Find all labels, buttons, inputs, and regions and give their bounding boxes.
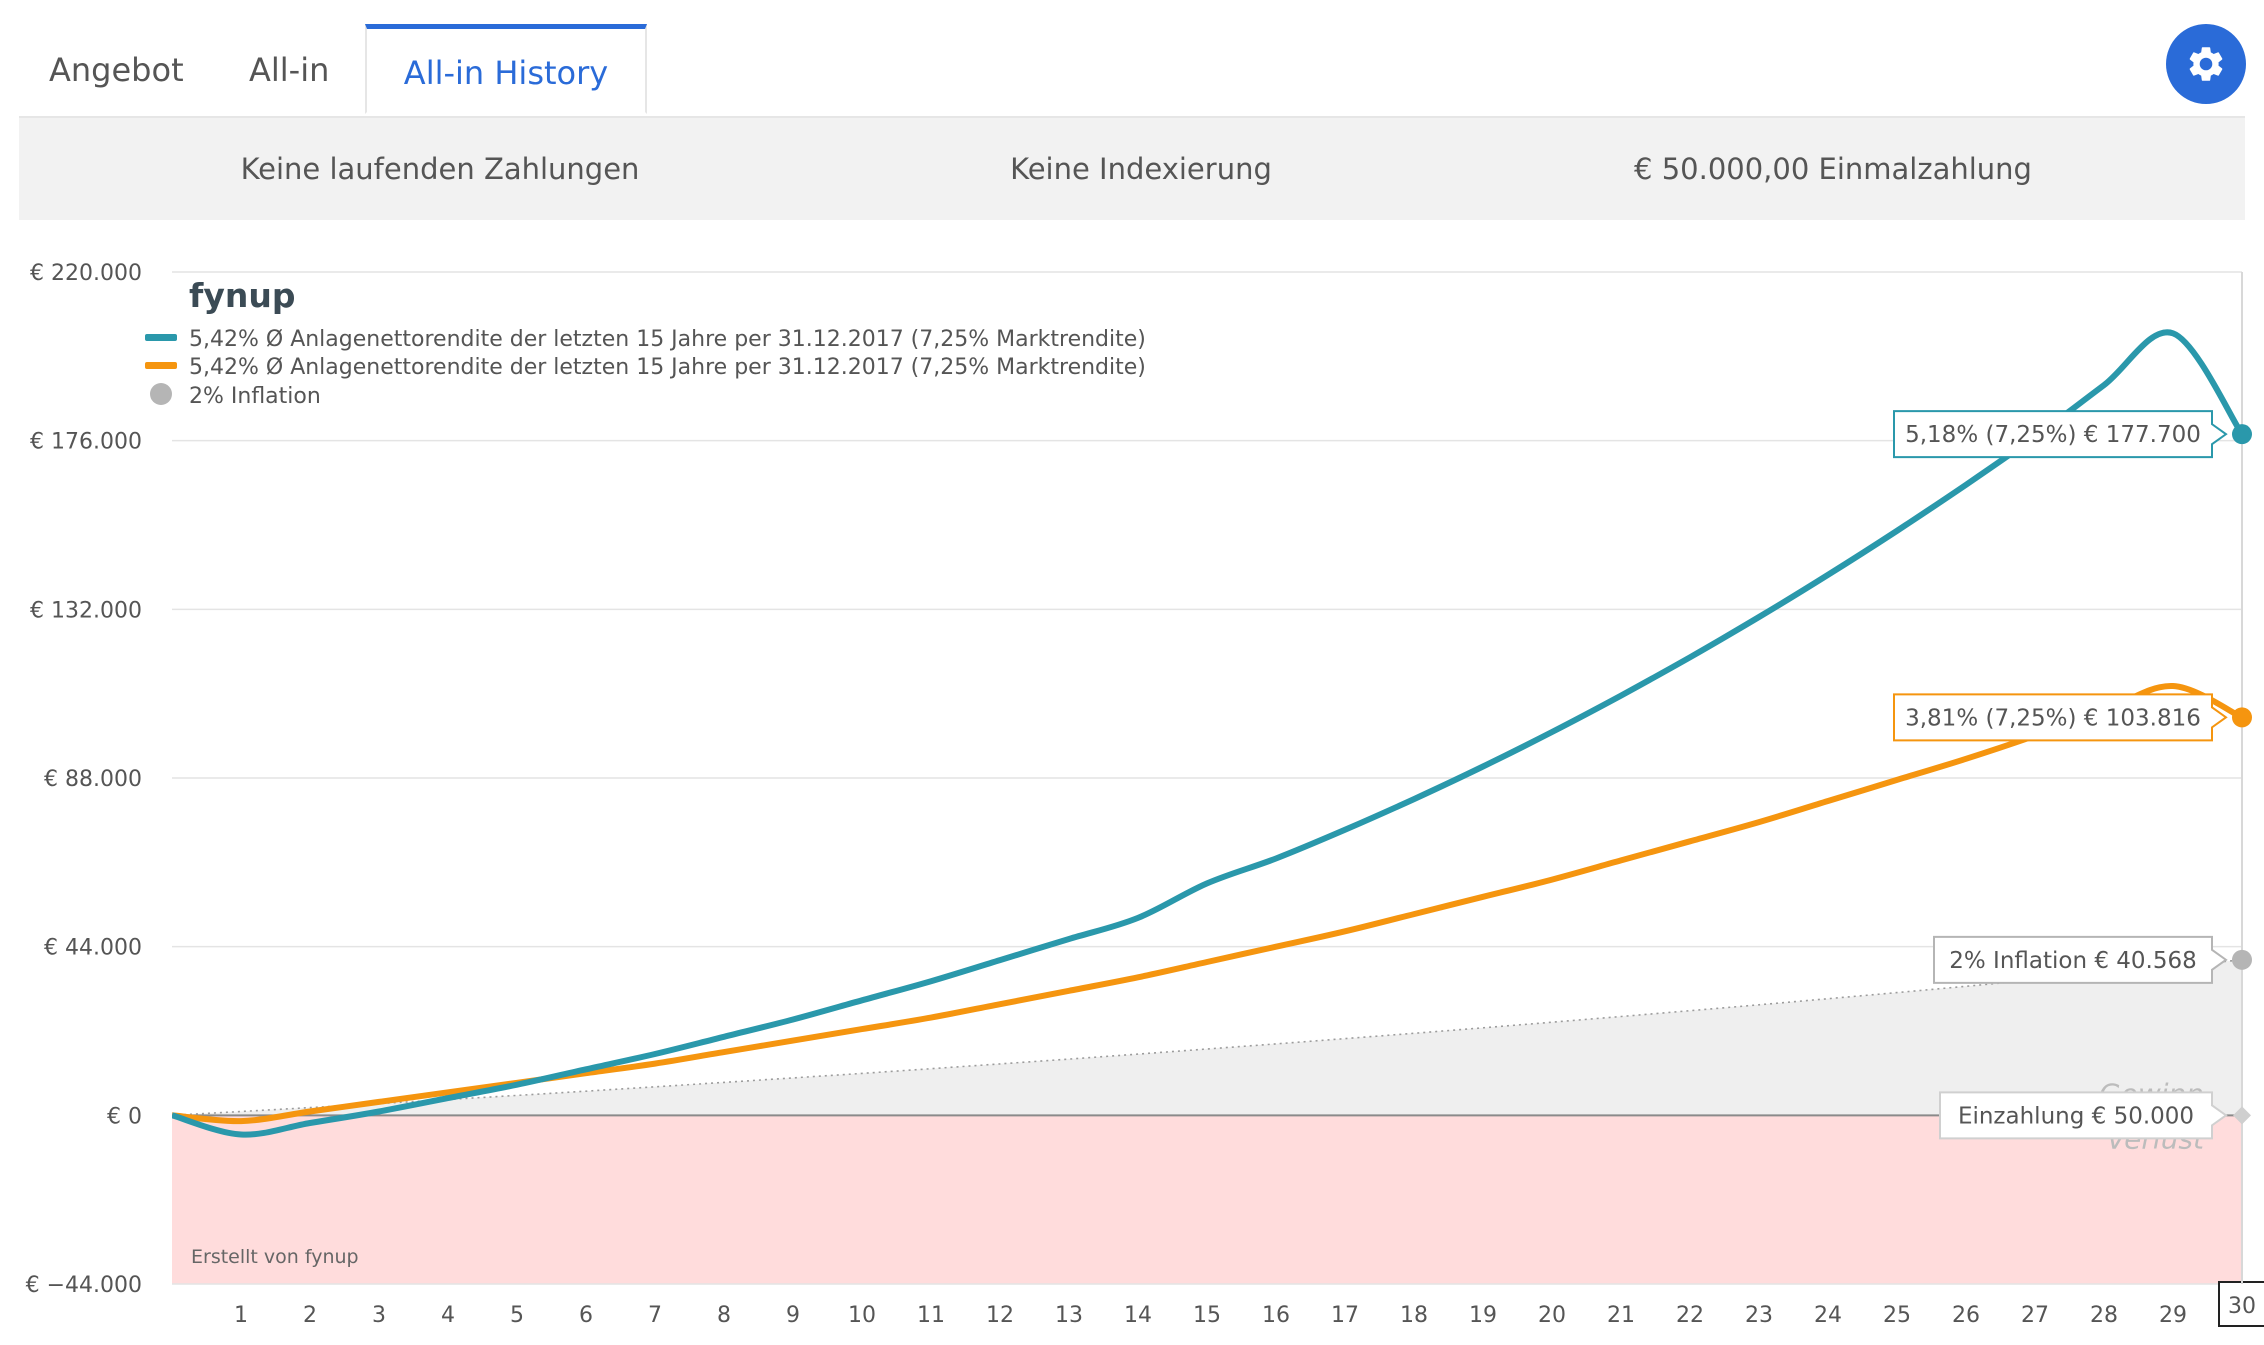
callout-box <box>1933 935 2228 984</box>
legend-item-teal[interactable]: 5,42% Ø Anlagenettorendite der letzten 1… <box>145 327 1146 352</box>
legend-swatch-inflation <box>150 383 172 405</box>
tab-all-in-history[interactable]: All-in History <box>365 24 647 114</box>
x-tick-label: 27 <box>2021 1303 2049 1328</box>
legend-item-inflation[interactable]: 2% Inflation <box>150 383 321 409</box>
end-marker <box>2232 424 2252 445</box>
legend-swatch-orange <box>145 362 177 369</box>
settings-button[interactable] <box>2166 24 2246 104</box>
x-tick-label: 25 <box>1883 1303 1911 1328</box>
end-marker <box>2232 949 2252 970</box>
y-tick-label: € 0 <box>107 1104 142 1129</box>
baseline-marker <box>2233 1106 2251 1125</box>
info-bar: Keine laufenden Zahlungen Keine Indexier… <box>19 118 2245 220</box>
tab-angebot[interactable]: Angebot <box>49 51 184 89</box>
x-tick-label: 3 <box>372 1303 386 1328</box>
callout-label: 3,81% (7,25%) € 103.816 <box>1905 705 2201 731</box>
x-tick-label: 26 <box>1952 1303 1980 1328</box>
legend-swatch-teal <box>145 334 177 341</box>
callout-box <box>1939 1091 2228 1140</box>
chart-credit: Erstellt von fynup <box>191 1246 359 1268</box>
legend-label-inflation: 2% Inflation <box>189 384 321 409</box>
x-tick-label: 6 <box>579 1303 593 1328</box>
x-tick-label: 17 <box>1331 1303 1359 1328</box>
loss-area <box>172 1115 2242 1284</box>
x-tick-label: 7 <box>648 1303 662 1328</box>
gain-area <box>172 959 2242 1116</box>
x-axis: 1 2 3 4 5 6 7 8 9 10 11 12 13 14 15 16 17 18 19 20 21 22 23 24 2… <box>234 1281 2264 1328</box>
y-tick-label: € 176.000 <box>30 430 142 455</box>
x-tick-label: 16 <box>1262 1303 1290 1328</box>
x-tick-label: 5 <box>510 1303 524 1328</box>
fynup-logo: fynup <box>189 276 295 315</box>
x-tick-label: 24 <box>1814 1303 1842 1328</box>
callout-label: 2% Inflation € 40.568 <box>1949 948 2197 974</box>
x-tick-label: 14 <box>1124 1303 1152 1328</box>
x-tick-label: 15 <box>1193 1303 1221 1328</box>
callout-box <box>1893 410 2228 459</box>
info-payments: Keine laufenden Zahlungen <box>240 152 640 186</box>
x-tick-label: 19 <box>1469 1303 1497 1328</box>
x-tick-label: 29 <box>2159 1303 2187 1328</box>
x-tick-label: 21 <box>1607 1303 1635 1328</box>
end-marker <box>2232 707 2252 728</box>
x-tick-label: 13 <box>1055 1303 1083 1328</box>
x-tick-label: 4 <box>441 1303 455 1328</box>
series-line-teal <box>172 329 2242 1138</box>
callout-1: 3,81% (7,25%) € 103.816 <box>1893 693 2228 742</box>
end-markers <box>2232 424 2252 1125</box>
gear-icon <box>2189 47 2223 81</box>
y-axis: € 220.000 € 176.000 € 132.000 € 88.000 € 44.… <box>26 261 142 1298</box>
legend-label-orange: 5,42% Ø Anlagenettorendite der letzten 1… <box>189 355 1146 380</box>
x-tick-label: 10 <box>848 1303 876 1328</box>
x-tick-label: 22 <box>1676 1303 1704 1328</box>
y-tick-label: € 44.000 <box>44 936 142 961</box>
x-tick-label: 2 <box>303 1303 317 1328</box>
y-tick-label: € 132.000 <box>30 598 142 623</box>
x-tick-label: 30 <box>2228 1294 2256 1319</box>
info-indexation: Keine Indexierung <box>1010 152 1272 186</box>
x-tick-label: 12 <box>986 1303 1014 1328</box>
y-tick-label: € −44.000 <box>26 1273 142 1298</box>
callouts: 5,18% (7,25%) € 177.700 3,81% (7,25%) € 1… <box>1893 410 2228 1140</box>
callout-label: Einzahlung € 50.000 <box>1958 1103 2194 1129</box>
y-tick-label: € 88.000 <box>44 767 142 792</box>
callout-0: 5,18% (7,25%) € 177.700 <box>1893 410 2228 459</box>
legend-label-teal: 5,42% Ø Anlagenettorendite der letzten 1… <box>189 327 1146 352</box>
callout-box <box>1893 693 2228 742</box>
x-tick-label: 23 <box>1745 1303 1773 1328</box>
x-tick-label: 9 <box>786 1303 800 1328</box>
series-line-inflation <box>172 959 2242 1117</box>
x-tick-label: 11 <box>917 1303 945 1328</box>
x-tick-label: 20 <box>1538 1303 1566 1328</box>
legend-item-orange[interactable]: 5,42% Ø Anlagenettorendite der letzten 1… <box>145 355 1146 380</box>
y-tick-label: € 220.000 <box>30 261 142 286</box>
x-tick-label: 28 <box>2090 1303 2118 1328</box>
x-tick-highlight <box>2218 1281 2264 1327</box>
x-tick-label: 18 <box>1400 1303 1428 1328</box>
callout-2: 2% Inflation € 40.568 <box>1933 935 2228 984</box>
tab-bar: Angebot All-in All-in History <box>19 0 2245 118</box>
callout-3: Einzahlung € 50.000 <box>1939 1091 2228 1140</box>
info-lump-sum: € 50.000,00 Einmalzahlung <box>1634 152 2032 186</box>
callout-label: 5,18% (7,25%) € 177.700 <box>1905 422 2201 448</box>
x-tick-label: 8 <box>717 1303 731 1328</box>
legend: fynup 5,42% Ø Anlagenettorendite der let… <box>145 276 1146 409</box>
tab-all-in[interactable]: All-in <box>249 51 330 89</box>
x-tick-label: 1 <box>234 1303 248 1328</box>
